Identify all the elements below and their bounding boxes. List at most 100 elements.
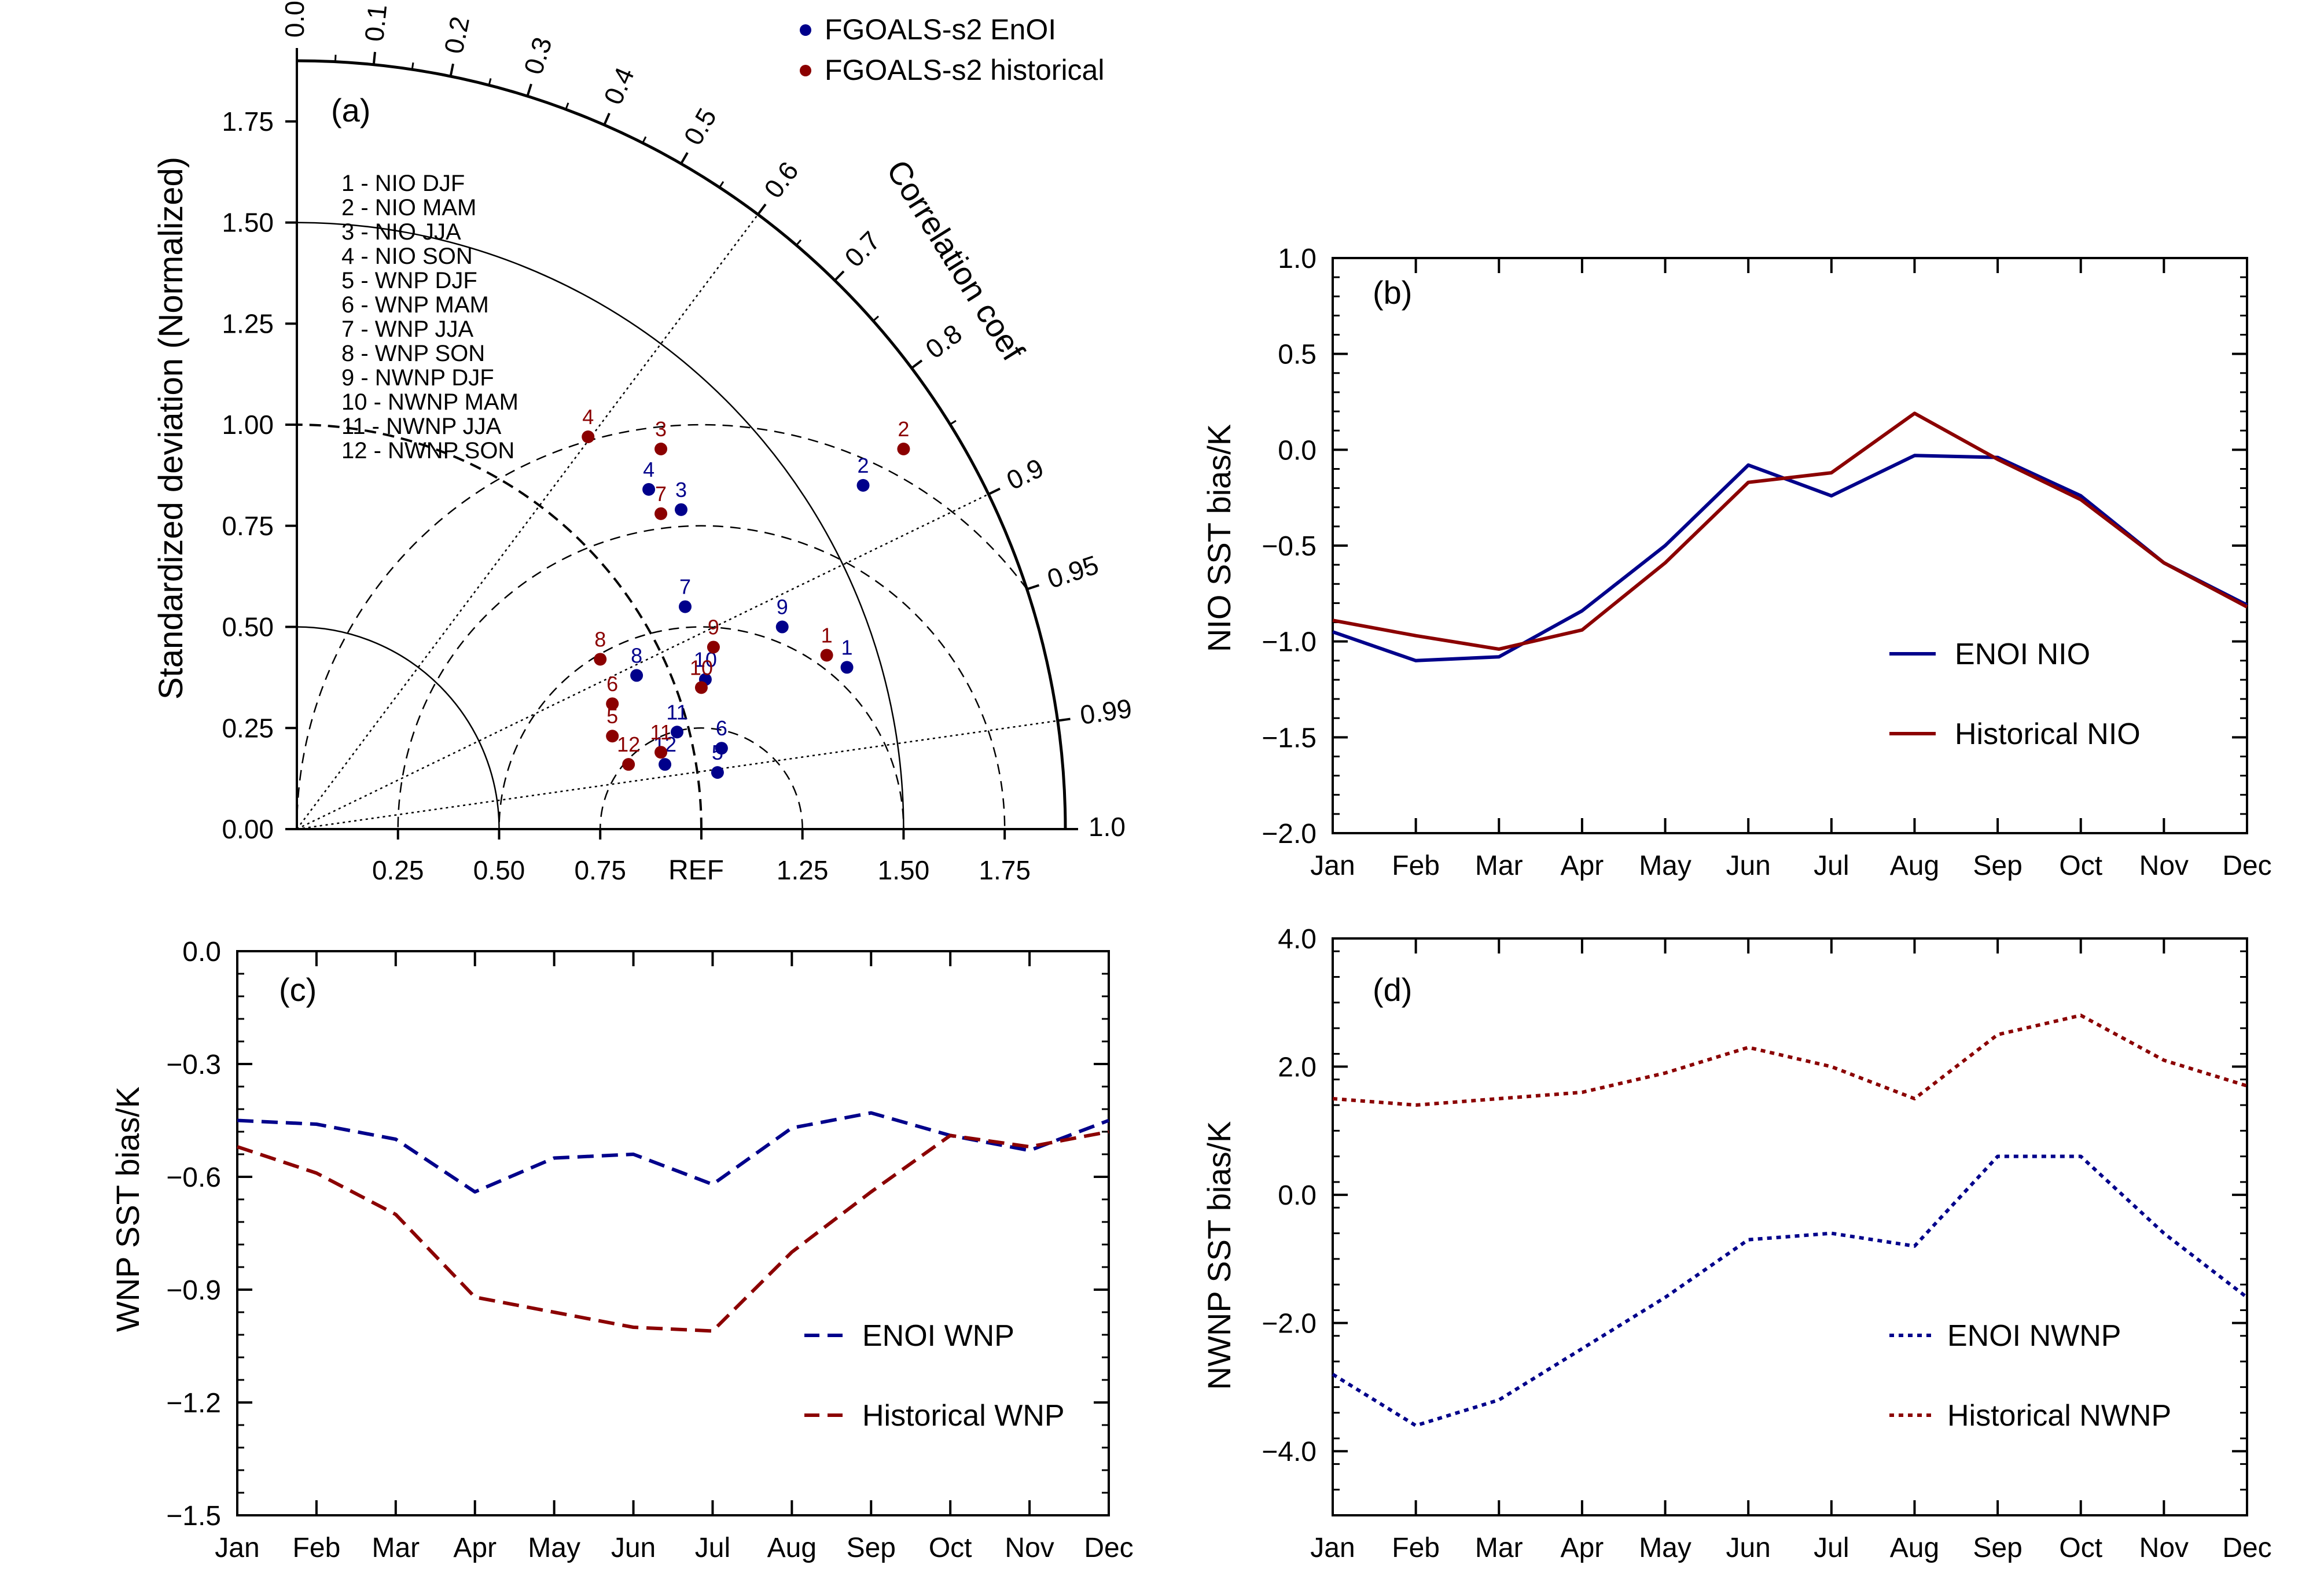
std-x-tick-label: 1.25 [777,855,829,885]
correlation-ray [296,720,1058,830]
taylor-point-label: 2 [858,454,869,477]
nwnp-bias-panel: (d) NWNP SST bias/K ENOI NWNP Historical… [1201,924,2272,1563]
taylor-point-label: 1 [821,623,833,647]
x-tick-label: Nov [2139,1533,2189,1563]
x-tick-label: Aug [767,1533,817,1563]
taylor-point [606,697,619,710]
x-tick-label: Apr [453,1533,497,1563]
nio-bias-panel: (b) NIO SST bias/K ENOI NIO Historical N… [1201,244,2272,881]
taylor-point-label: 6 [606,672,618,695]
correlation-minor-tick [642,136,647,143]
taylor-point [630,669,643,682]
taylor-point [707,640,720,654]
correlation-tick-label: 0.7 [839,225,886,273]
y-tick-label: 0.0 [1278,1180,1317,1211]
taylor-point [671,726,684,739]
case-list-item-7: 7 - WNP JJA [341,316,474,342]
correlation-tick [757,203,767,215]
std-y-tick-label: 1.50 [222,208,274,238]
y-tick-label: −0.9 [166,1275,221,1306]
correlation-tick-label: 0.6 [758,156,804,204]
correlation-tick-label: 1.0 [1089,812,1126,842]
y-tick-label: −1.0 [1262,627,1317,658]
legend-label-enoi: FGOALS-s2 EnOI [825,13,1056,46]
x-tick-label: Jun [611,1533,656,1563]
correlation-tick-label: 0.4 [598,63,640,109]
series-line [1332,1013,2248,1107]
correlation-ray [296,494,989,830]
taylor-point-label: 9 [777,595,788,619]
std-y-tick-label: 0.75 [222,511,274,541]
correlation-tick [834,270,845,282]
x-tick-label: May [1639,851,1691,881]
taylor-point [594,653,607,666]
taylor-outer-arc [296,59,1067,830]
x-tick-label: Jan [1310,1533,1355,1563]
x-tick-label: Dec [2222,851,2271,881]
case-list-item-12: 12 - NWNP SON [341,438,514,463]
case-list-item-1: 1 - NIO DJF [341,171,465,196]
correlation-tick [449,63,454,77]
x-tick-label: Jun [1726,1533,1770,1563]
wnp-legend: ENOI WNP Historical WNP [804,1319,1065,1433]
series-line [1332,411,2248,651]
taylor-point-label: 9 [708,615,719,639]
x-tick-label: Oct [929,1533,972,1563]
correlation-tick-label: 0.2 [438,14,475,56]
legend-label-historical-wnp: Historical WNP [862,1399,1065,1433]
correlation-minor-tick [334,54,337,62]
taylor-ylabel: Standardized deviation (Normalized) [152,157,190,700]
correlation-minor-tick [719,181,725,188]
x-tick-label: Mar [372,1533,420,1563]
taylor-point [856,478,870,492]
legend-label-enoi-nwnp: ENOI NWNP [1947,1319,2121,1353]
taylor-point-label: 11 [650,720,671,744]
plot-frame [236,950,1110,1516]
taylor-point [606,730,619,743]
taylor-point [582,430,595,444]
taylor-point-label: 3 [675,478,687,502]
nwnp-ylabel: NWNP SST bias/K [1201,1121,1237,1390]
y-tick-label: −0.6 [166,1162,221,1193]
correlation-tick [372,51,376,65]
x-tick-label: Oct [2059,1533,2102,1563]
y-tick-label: 4.0 [1278,924,1317,955]
taylor-point-label: 4 [643,458,654,481]
std-x-tick-label: 1.50 [878,855,930,885]
x-tick-label: Nov [2139,851,2189,881]
correlation-tick-label: 0.5 [678,103,722,150]
x-tick-label: Jan [215,1533,259,1563]
x-tick-label: May [528,1533,580,1563]
y-tick-label: −2.0 [1262,1309,1317,1339]
taylor-point [622,758,635,771]
panel-a-label: (a) [331,92,370,128]
legend-label-historical: FGOALS-s2 historical [825,54,1104,86]
nio-legend: ENOI NIO Historical NIO [1889,638,2141,751]
series-line [1332,454,2248,662]
wnp-ylabel: WNP SST bias/K [109,1087,146,1332]
case-list-item-5: 5 - WNP DJF [341,268,477,293]
std-arc [296,222,904,830]
std-x-tick-label: 0.25 [372,855,424,885]
taylor-case-list: 1 - NIO DJF 2 - NIO MAM 3 - NIO JJA 4 - … [341,171,519,463]
correlation-minor-tick [873,315,879,322]
taylor-diagram-panel: (a) Standardized deviation (Normalized) … [152,1,1134,886]
correlation-minor-tick [950,419,957,425]
x-tick-label: Sep [1973,1533,2022,1563]
x-tick-label: Jul [1814,851,1849,881]
y-tick-label: −1.5 [166,1501,221,1531]
x-tick-label: Mar [1475,851,1523,881]
correlation-tick [680,152,689,164]
nwnp-legend: ENOI NWNP Historical NWNP [1889,1319,2171,1433]
correlation-tick [526,83,532,97]
x-tick-label: Sep [847,1533,896,1563]
correlation-tick-label: 0.1 [359,3,392,43]
case-list-item-9: 9 - NWNP DJF [341,365,494,391]
taylor-legend: FGOALS-s2 EnOI FGOALS-s2 historical [800,13,1104,86]
x-tick-label: Sep [1973,851,2022,881]
nio-ylabel: NIO SST bias/K [1201,424,1237,652]
taylor-point [775,620,789,634]
taylor-point-label: 1 [841,635,853,659]
legend-marker-historical [800,65,811,76]
